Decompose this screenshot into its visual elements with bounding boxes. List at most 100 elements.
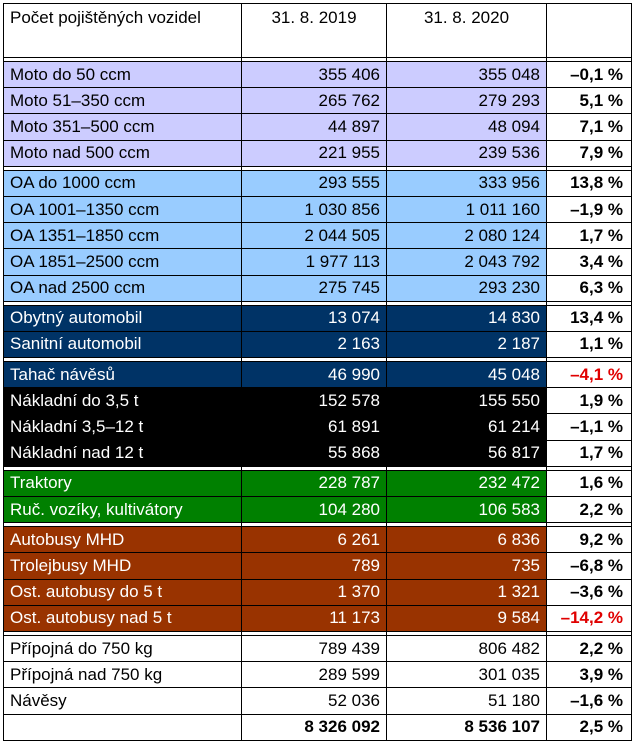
table-row: OA nad 2500 ccm 275 745 293 230 6,3 % [3,274,632,302]
table-row: Trolejbusy MHD 789 735 –6,8 % [3,552,632,580]
change-percent: 1,6 % [546,469,632,498]
row-label: Přípojná do 750 kg [3,634,242,663]
table-row: Moto 351–500 ccm 44 897 48 094 7,1 % [3,113,632,141]
group-gap [3,166,632,171]
value-2019: 1 977 113 [241,248,387,276]
change-percent: 7,9 % [546,139,632,167]
change-percent: –1,6 % [546,687,632,715]
value-2020: 56 817 [386,439,547,467]
row-label: Moto 351–500 ccm [3,113,242,141]
header-row: Počet pojištěných vozidel 31. 8. 2019 31… [3,3,632,58]
header-col-2020: 31. 8. 2020 [386,3,547,58]
row-label: Návěsy [3,687,242,715]
row-label: Trolejbusy MHD [3,552,242,580]
row-label: Nákladní nad 12 t [3,439,242,467]
change-percent: –6,8 % [546,552,632,580]
table-row: Ruč. vozíky, kultivátory 104 280 106 583… [3,495,632,524]
table-row: Nákladní do 3,5 t 152 578 155 550 1,9 % [3,387,632,415]
value-2020: 333 956 [386,169,547,197]
value-2020: 1 321 [386,578,547,606]
row-label: OA nad 2500 ccm [3,274,242,302]
value-2020: 293 230 [386,274,547,302]
row-label: Obytný automobil [3,304,242,332]
header-col-change [546,3,632,58]
table-row: OA 1001–1350 ccm 1 030 856 1 011 160 –1,… [3,195,632,224]
table-row: Moto nad 500 ccm 221 955 239 536 7,9 % [3,139,632,167]
value-2019: 789 [241,552,387,580]
change-percent: 6,3 % [546,274,632,302]
row-label: Tahač návěsů [3,361,242,389]
value-2019: 44 897 [241,113,387,141]
value-2019: 6 261 [241,526,387,554]
table-row: Tahač návěsů 46 990 45 048 –4,1 % [3,361,632,389]
value-2020: 48 094 [386,113,547,141]
row-label: Nákladní do 3,5 t [3,387,242,415]
header-title: Počet pojištěných vozidel [3,3,242,58]
row-label: Ost. autobusy nad 5 t [3,604,242,632]
value-2019: 293 555 [241,169,387,197]
group-gap [3,466,632,471]
table-row: Moto 51–350 ccm 265 762 279 293 5,1 % [3,87,632,115]
value-2020: 2 187 [386,330,547,359]
table-row: Autobusy MHD 6 261 6 836 9,2 % [3,526,632,554]
table-row: OA 1851–2500 ccm 1 977 113 2 043 792 3,4… [3,248,632,276]
total-2019: 8 326 092 [241,713,387,741]
row-label: Sanitní automobil [3,330,242,359]
table-row: Nákladní nad 12 t 55 868 56 817 1,7 % [3,439,632,467]
change-percent: 1,1 % [546,330,632,359]
table-row: Nákladní 3,5–12 t 61 891 61 214 –1,1 % [3,413,632,441]
value-2020: 45 048 [386,361,547,389]
row-label: OA do 1000 ccm [3,169,242,197]
value-2019: 355 406 [241,60,387,89]
value-2019: 152 578 [241,387,387,415]
value-2020: 106 583 [386,495,547,524]
change-percent: –4,1 % [546,361,632,389]
change-percent: 1,7 % [546,222,632,250]
value-2019: 2 163 [241,330,387,359]
change-percent: 7,1 % [546,113,632,141]
change-percent: –14,2 % [546,604,632,632]
value-2020: 14 830 [386,304,547,332]
change-percent: 3,9 % [546,661,632,689]
value-2019: 61 891 [241,413,387,441]
value-2020: 355 048 [386,60,547,89]
value-2020: 806 482 [386,634,547,663]
value-2020: 6 836 [386,526,547,554]
change-percent: –0,1 % [546,60,632,89]
value-2020: 51 180 [386,687,547,715]
row-label: Ruč. vozíky, kultivátory [3,495,242,524]
group-gap [3,357,632,362]
value-2020: 1 011 160 [386,195,547,224]
value-2019: 221 955 [241,139,387,167]
value-2020: 9 584 [386,604,547,632]
value-2019: 1 370 [241,578,387,606]
table-row: OA do 1000 ccm 293 555 333 956 13,8 % [3,169,632,197]
value-2020: 232 472 [386,469,547,498]
change-percent: –3,6 % [546,578,632,606]
table-row: Obytný automobil 13 074 14 830 13,4 % [3,304,632,332]
group-gap [3,301,632,306]
value-2020: 735 [386,552,547,580]
value-2019: 11 173 [241,604,387,632]
group-gap [3,57,632,62]
row-label: Ost. autobusy do 5 t [3,578,242,606]
table-row: OA 1351–1850 ccm 2 044 505 2 080 124 1,7… [3,222,632,250]
group-gap [3,522,632,527]
value-2019: 52 036 [241,687,387,715]
table-row: Návěsy 52 036 51 180 –1,6 % [3,687,632,715]
value-2019: 1 030 856 [241,195,387,224]
value-2019: 104 280 [241,495,387,524]
change-percent: 3,4 % [546,248,632,276]
change-percent: –1,9 % [546,195,632,224]
value-2019: 13 074 [241,304,387,332]
total-change: 2,5 % [546,713,632,741]
change-percent: 2,2 % [546,634,632,663]
change-percent: 13,8 % [546,169,632,197]
value-2019: 2 044 505 [241,222,387,250]
row-label: OA 1001–1350 ccm [3,195,242,224]
change-percent: 13,4 % [546,304,632,332]
table-row: Traktory 228 787 232 472 1,6 % [3,469,632,498]
row-label: Přípojná nad 750 kg [3,661,242,689]
change-percent: 2,2 % [546,495,632,524]
value-2019: 275 745 [241,274,387,302]
